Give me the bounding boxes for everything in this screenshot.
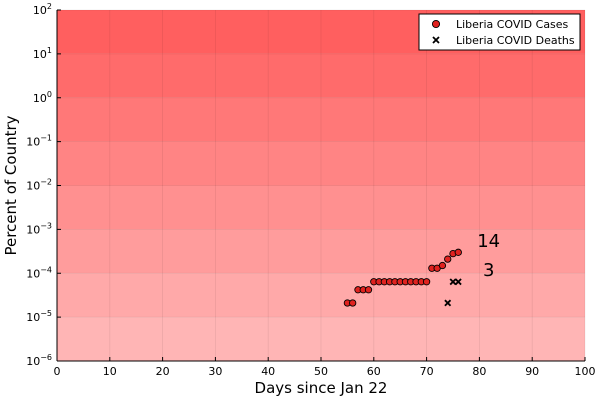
cases-point (422, 278, 431, 286)
legend-deaths-label: Liberia COVID Deaths (456, 34, 575, 47)
y-tick-label: 10−1 (26, 134, 52, 149)
y-tick-label: 10−6 (26, 353, 52, 368)
y-tick-label: 102 (33, 2, 52, 17)
y-tick-label: 10−5 (26, 309, 52, 324)
axes (56, 9, 586, 362)
band-decade (57, 97, 585, 142)
y-tick-label: 10−3 (26, 221, 52, 236)
data-points (343, 248, 462, 307)
x-tick-label: 50 (314, 365, 328, 378)
x-tick-label: 20 (156, 365, 170, 378)
cases-point (349, 299, 357, 307)
cases-point (364, 286, 373, 294)
deaths-point (444, 299, 452, 307)
x-tick-label: 0 (54, 365, 61, 378)
y-tick-label: 10−2 (26, 178, 52, 193)
cases-point (454, 248, 462, 256)
band-decade (57, 185, 585, 230)
y-tick-labels: 102 101 100 10−1 10−2 10−3 10−4 10−5 10−6 (26, 2, 52, 368)
annotation-label: 14 (477, 231, 500, 252)
y-tick-label: 10−4 (26, 265, 52, 280)
legend-cases-marker (431, 19, 441, 29)
x-tick-label: 60 (367, 365, 381, 378)
legend-box (418, 13, 581, 51)
deaths-point (449, 278, 457, 286)
x-tick-label: 100 (575, 365, 596, 378)
deaths-point (454, 278, 462, 286)
y-tick-label: 100 (33, 90, 52, 105)
legend-cases-label: Liberia COVID Cases (456, 18, 569, 31)
x-tick-label: 30 (208, 365, 222, 378)
legend-deaths-marker (432, 36, 440, 44)
x-tick-label: 10 (103, 365, 117, 378)
x-tick-label: 40 (261, 365, 275, 378)
x-axis-label: Days since Jan 22 (255, 379, 388, 397)
cases-point (438, 261, 447, 270)
background-bands (57, 10, 585, 361)
legend: Liberia COVID Cases Liberia COVID Deaths (418, 13, 581, 51)
band-decade (57, 141, 585, 186)
cases-point (444, 255, 452, 263)
annotations: 143 (477, 231, 500, 281)
band-decade (57, 53, 585, 98)
x-tick-label: 80 (472, 365, 486, 378)
annotation-label: 3 (483, 260, 494, 281)
y-axis-label: Percent of Country (2, 115, 20, 255)
band-decade (57, 229, 585, 274)
y-tick-label: 101 (33, 46, 52, 61)
x-tick-labels: 0 10 20 30 40 50 60 70 80 90 100 (54, 365, 596, 378)
band-decade (57, 317, 585, 361)
x-tick-label: 90 (525, 365, 539, 378)
x-tick-label: 70 (420, 365, 434, 378)
band-decade (57, 273, 585, 318)
